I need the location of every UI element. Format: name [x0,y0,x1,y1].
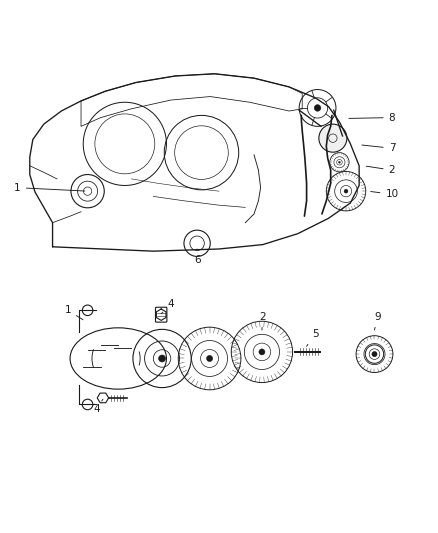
Text: 1: 1 [14,183,85,192]
Text: 4: 4 [93,399,103,414]
Text: 9: 9 [374,312,381,330]
Circle shape [339,161,340,163]
Text: 5: 5 [307,329,319,346]
Text: 2: 2 [366,165,396,175]
Circle shape [259,349,265,355]
Text: 1: 1 [64,305,83,320]
Text: 2: 2 [259,312,266,330]
Text: 8: 8 [349,112,396,123]
Circle shape [159,355,166,362]
Circle shape [314,104,321,111]
Circle shape [319,124,347,152]
Circle shape [344,189,348,193]
Text: 10: 10 [371,189,399,199]
Text: 7: 7 [362,143,396,154]
Circle shape [372,352,377,357]
Circle shape [373,352,376,356]
Text: 4: 4 [161,298,174,314]
Circle shape [206,356,213,361]
Text: 6: 6 [194,249,201,265]
